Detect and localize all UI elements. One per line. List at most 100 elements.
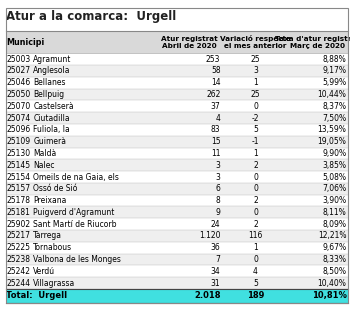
Text: Tàrrega: Tàrrega: [33, 231, 62, 241]
Text: 0: 0: [253, 184, 258, 193]
Text: 8: 8: [216, 196, 220, 205]
Text: 25046: 25046: [6, 78, 30, 87]
Text: Puigverd d'Agramunt: Puigverd d'Agramunt: [33, 208, 115, 217]
FancyBboxPatch shape: [6, 171, 348, 183]
FancyBboxPatch shape: [6, 265, 348, 277]
Text: 8,37%: 8,37%: [322, 102, 346, 111]
Text: 25: 25: [251, 55, 260, 64]
Text: 5: 5: [253, 278, 258, 288]
Text: 0: 0: [253, 255, 258, 264]
Text: 2: 2: [253, 219, 258, 229]
Text: 11: 11: [211, 149, 220, 158]
Text: 7,06%: 7,06%: [322, 184, 346, 193]
FancyBboxPatch shape: [6, 230, 348, 242]
Text: 25244: 25244: [6, 278, 30, 288]
Text: 25070: 25070: [6, 102, 30, 111]
Text: 25003: 25003: [6, 55, 30, 64]
Text: 9,90%: 9,90%: [322, 149, 346, 158]
Text: 8,33%: 8,33%: [322, 255, 346, 264]
Text: 4: 4: [216, 113, 220, 123]
FancyBboxPatch shape: [6, 289, 348, 303]
Text: 12,21%: 12,21%: [318, 231, 346, 241]
Text: 0: 0: [253, 102, 258, 111]
Text: -1: -1: [252, 137, 259, 146]
Text: 2: 2: [253, 161, 258, 170]
Text: 3,90%: 3,90%: [322, 196, 346, 205]
Text: 58: 58: [211, 66, 220, 76]
Text: 8,09%: 8,09%: [322, 219, 346, 229]
Text: 25238: 25238: [6, 255, 30, 264]
FancyBboxPatch shape: [6, 112, 348, 124]
Text: Maldà: Maldà: [33, 149, 56, 158]
FancyBboxPatch shape: [6, 148, 348, 159]
FancyBboxPatch shape: [6, 195, 348, 206]
Text: 10,81%: 10,81%: [312, 291, 346, 300]
Text: 24: 24: [211, 219, 220, 229]
Text: -2: -2: [252, 113, 259, 123]
FancyBboxPatch shape: [6, 124, 348, 136]
FancyBboxPatch shape: [6, 254, 348, 265]
Text: 36: 36: [211, 243, 220, 252]
FancyBboxPatch shape: [6, 31, 348, 53]
FancyBboxPatch shape: [6, 206, 348, 218]
FancyBboxPatch shape: [6, 53, 348, 65]
Text: 25217: 25217: [6, 231, 30, 241]
Text: 116: 116: [248, 231, 263, 241]
Text: Preixana: Preixana: [33, 196, 66, 205]
Text: Guimerà: Guimerà: [33, 137, 66, 146]
Text: 262: 262: [206, 90, 220, 99]
Text: 19,05%: 19,05%: [318, 137, 346, 146]
Text: 1: 1: [253, 243, 258, 252]
Text: 25027: 25027: [6, 66, 30, 76]
Text: 13,59%: 13,59%: [318, 125, 346, 135]
Text: Omeils de na Gaia, els: Omeils de na Gaia, els: [33, 172, 119, 182]
FancyBboxPatch shape: [6, 242, 348, 254]
Text: Villagrassa: Villagrassa: [33, 278, 76, 288]
Text: 8,50%: 8,50%: [322, 267, 346, 276]
Text: 14: 14: [211, 78, 220, 87]
Text: 31: 31: [211, 278, 220, 288]
Text: Castelserà: Castelserà: [33, 102, 74, 111]
Text: 253: 253: [206, 55, 220, 64]
Text: 25145: 25145: [6, 161, 30, 170]
Text: 25096: 25096: [6, 125, 30, 135]
Text: Verdú: Verdú: [33, 267, 55, 276]
Text: 4: 4: [253, 267, 258, 276]
Text: 1: 1: [253, 78, 258, 87]
Text: Bellanes: Bellanes: [33, 78, 66, 87]
Text: 8,88%: 8,88%: [323, 55, 346, 64]
Text: 10,44%: 10,44%: [318, 90, 346, 99]
Text: 5,08%: 5,08%: [322, 172, 346, 182]
Text: 2: 2: [253, 196, 258, 205]
Text: Variació respecte
el mes anterior: Variació respecte el mes anterior: [220, 35, 291, 49]
Text: 37: 37: [211, 102, 220, 111]
Text: 25178: 25178: [6, 196, 30, 205]
FancyBboxPatch shape: [6, 277, 348, 289]
Text: 0: 0: [253, 172, 258, 182]
Text: Sant Martí de Riucorb: Sant Martí de Riucorb: [33, 219, 117, 229]
Text: 25225: 25225: [6, 243, 30, 252]
FancyBboxPatch shape: [6, 183, 348, 195]
Text: Tornabous: Tornabous: [33, 243, 72, 252]
Text: Anglesola: Anglesola: [33, 66, 71, 76]
Text: 5,99%: 5,99%: [322, 78, 346, 87]
Text: Fuliola, la: Fuliola, la: [33, 125, 70, 135]
Text: 10,40%: 10,40%: [318, 278, 346, 288]
Text: Atur registrat
Abril de 2020: Atur registrat Abril de 2020: [161, 36, 217, 49]
Text: 25109: 25109: [6, 137, 30, 146]
FancyBboxPatch shape: [6, 136, 348, 148]
Text: 5: 5: [253, 125, 258, 135]
Text: Nalec: Nalec: [33, 161, 55, 170]
Text: Agramunt: Agramunt: [33, 55, 72, 64]
Text: 25902: 25902: [6, 219, 30, 229]
Text: 25: 25: [251, 90, 260, 99]
Text: 3: 3: [253, 66, 258, 76]
Text: 3: 3: [216, 172, 220, 182]
FancyBboxPatch shape: [6, 159, 348, 171]
Text: Ciutadilla: Ciutadilla: [33, 113, 70, 123]
Text: Valbona de les Monges: Valbona de les Monges: [33, 255, 121, 264]
FancyBboxPatch shape: [6, 218, 348, 230]
Text: 1.120: 1.120: [199, 231, 220, 241]
Text: 7: 7: [216, 255, 220, 264]
Text: 9: 9: [216, 208, 220, 217]
